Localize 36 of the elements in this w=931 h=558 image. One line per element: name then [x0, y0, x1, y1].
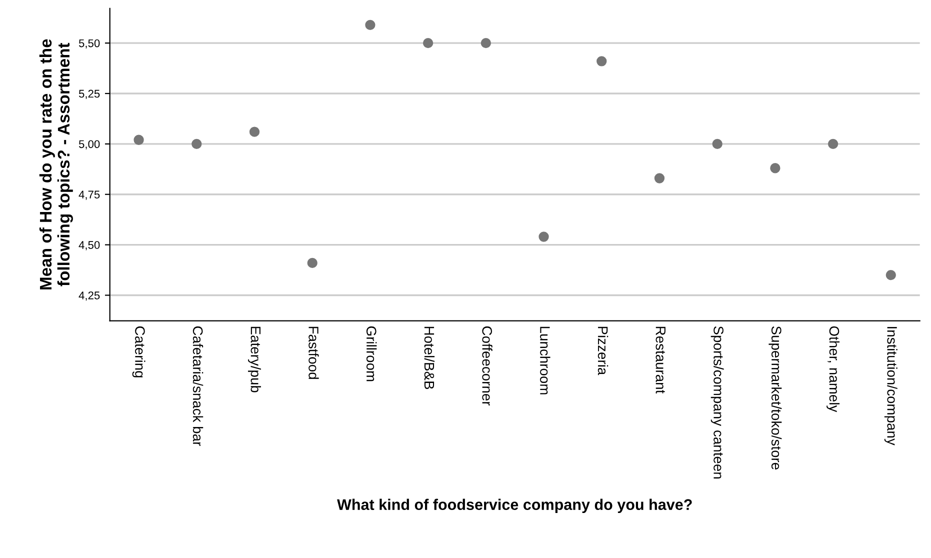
- x-tick-label: Institution/company: [884, 326, 898, 446]
- point: [596, 56, 607, 66]
- x-tick-label: Supermarket/toko/store: [768, 326, 782, 470]
- point: [365, 20, 376, 30]
- x-tick-label: Coffeecorner: [482, 326, 492, 406]
- y-tick-label: 5,00: [78, 140, 100, 150]
- x-tick-label: Catering: [132, 326, 146, 378]
- x-tick-label: Fastfood: [308, 326, 319, 379]
- point: [422, 38, 434, 48]
- x-tick-label: Cafetaria/snack bar: [192, 326, 204, 446]
- point: [828, 138, 838, 150]
- point: [480, 38, 491, 48]
- y-tick-label: 5,50: [78, 39, 100, 49]
- point: [249, 126, 260, 137]
- point: [192, 138, 202, 150]
- y-tick-label: 4,50: [78, 241, 100, 250]
- x-tick-label: Sports/company canteen: [710, 326, 724, 478]
- y-tick-label: 5,25: [78, 90, 100, 99]
- point: [712, 138, 722, 150]
- x-axis-title: What kind of foodservice company do you have?: [337, 498, 692, 514]
- x-tick-label: Pizzeria: [598, 326, 608, 376]
- x-tick-label: Lunchroom: [540, 326, 550, 394]
- point: [654, 173, 665, 184]
- x-tick-label: Grillroom: [366, 326, 377, 382]
- point: [886, 270, 896, 280]
- x-tick-label: Eatery/pub: [248, 326, 261, 392]
- y-axis-title: Mean of How do you rate on the following topics? - Assortment: [39, 39, 73, 290]
- y-tick-label: 4,75: [78, 190, 100, 200]
- point: [538, 232, 549, 242]
- x-tick-label: Restaurant: [656, 326, 666, 394]
- x-tick-label: Hotel/B&B: [424, 326, 435, 390]
- point: [307, 258, 318, 268]
- point: [770, 163, 780, 174]
- point: [134, 134, 144, 145]
- x-tick-label: Other, namely: [826, 326, 840, 412]
- y-tick-label: 4,25: [78, 292, 100, 301]
